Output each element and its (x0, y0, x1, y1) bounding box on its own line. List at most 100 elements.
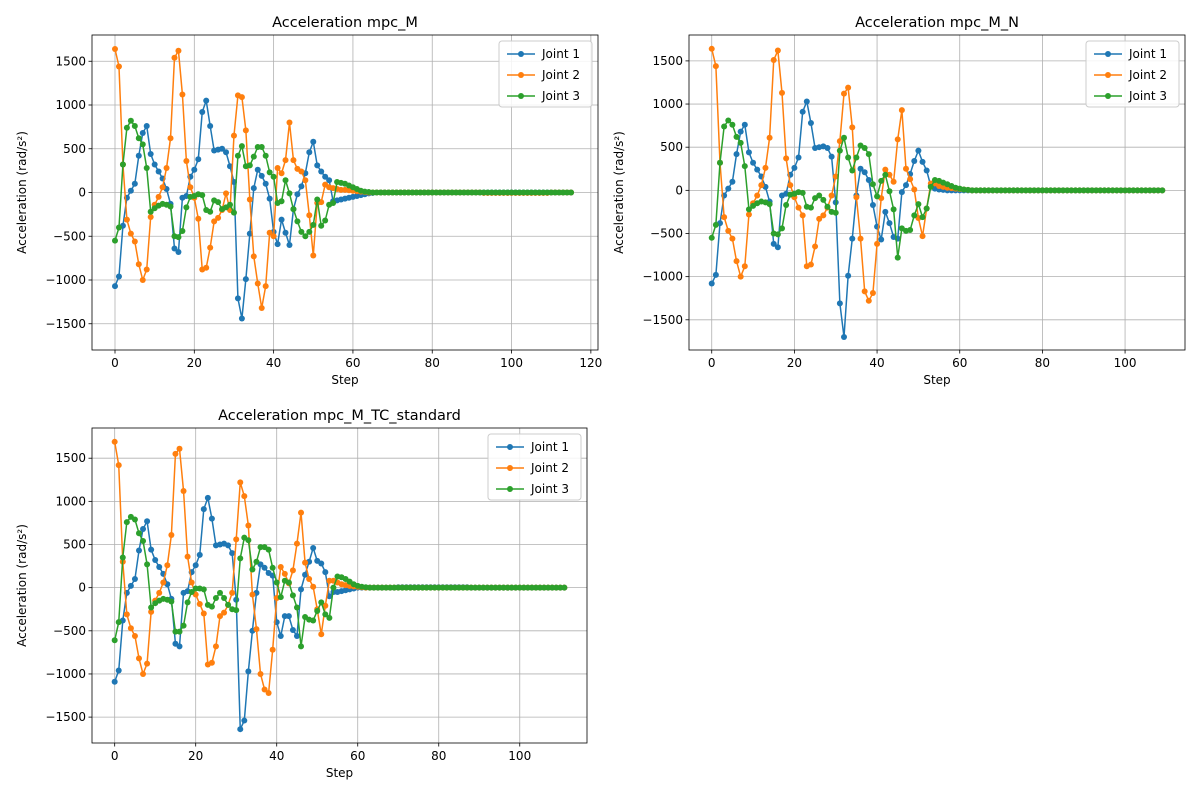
data-point (237, 555, 244, 562)
subplot-2: 0 20 40 60 80 100 −1500 −1000 −500 0 500 1000 1500 Ac… (612, 15, 1186, 387)
data-point (882, 171, 889, 178)
data-point (306, 212, 313, 219)
data-point (217, 613, 223, 620)
data-point (261, 686, 268, 693)
data-point (911, 212, 918, 219)
data-point (131, 123, 138, 129)
legend-label: Joint 2 (530, 461, 569, 475)
data-point (1101, 187, 1108, 194)
data-point (330, 584, 337, 591)
data-point (127, 117, 134, 124)
data-point (302, 559, 309, 566)
data-point (1047, 187, 1054, 194)
data-point (111, 438, 118, 445)
data-point (234, 152, 241, 159)
data-point (799, 212, 806, 219)
data-point (208, 659, 215, 666)
data-point (286, 190, 293, 197)
data-point (127, 582, 134, 589)
data-point (1109, 187, 1116, 194)
data-point (144, 561, 151, 568)
data-point (277, 594, 284, 601)
data-point (989, 187, 996, 194)
data-point (310, 617, 317, 624)
legend-label: Joint 2 (541, 68, 580, 82)
data-point (123, 519, 130, 526)
legend-marker (507, 465, 513, 471)
data-point (1002, 187, 1009, 194)
data-point (221, 609, 228, 616)
data-point (310, 221, 317, 228)
data-point (140, 538, 147, 545)
data-point (766, 134, 773, 141)
chart-title: Acceleration mpc_M (272, 15, 418, 31)
x-tick-label: 120 (579, 356, 602, 370)
data-point (254, 280, 261, 287)
data-point (915, 147, 922, 154)
data-point (845, 154, 852, 161)
data-point (783, 202, 790, 209)
data-point (135, 152, 142, 159)
data-point (237, 726, 244, 733)
data-point (208, 515, 215, 522)
data-point (289, 567, 296, 574)
data-point (869, 181, 876, 188)
data-point (148, 604, 155, 611)
legend-entry: Joint 3 (507, 89, 580, 103)
data-point (733, 258, 740, 265)
data-point (766, 201, 773, 208)
data-point (180, 488, 187, 494)
data-point (302, 177, 309, 184)
legend-entry: Joint 3 (496, 482, 569, 496)
data-point (853, 194, 860, 201)
data-point (168, 532, 175, 539)
data-point (175, 47, 182, 54)
chart-title: Acceleration mpc_M_N (855, 15, 1019, 31)
data-point (861, 169, 868, 176)
data-point (795, 204, 802, 211)
data-point (322, 217, 329, 224)
data-point (799, 108, 806, 115)
x-tick-label: 20 (188, 749, 203, 763)
data-point (322, 173, 329, 180)
data-point (278, 170, 285, 177)
data-point (191, 166, 198, 173)
data-point (212, 643, 219, 650)
data-point (277, 563, 284, 570)
data-point (824, 145, 831, 152)
data-point (249, 566, 256, 573)
data-point (807, 261, 814, 268)
legend-marker (507, 486, 513, 492)
data-point (155, 193, 162, 200)
y-tick-label: 0 (675, 183, 683, 197)
data-point (200, 586, 207, 593)
data-point (167, 203, 174, 210)
data-point (176, 643, 183, 650)
y-axis-label: Acceleration (rad/s²) (612, 131, 626, 254)
data-point (824, 203, 831, 210)
data-point (147, 151, 154, 157)
y-tick-label: 1500 (652, 54, 683, 68)
data-point (215, 199, 222, 206)
data-point (269, 646, 276, 653)
data-point (143, 123, 150, 129)
data-point (298, 586, 305, 593)
data-point (168, 598, 175, 605)
data-point (294, 218, 301, 225)
data-point (1031, 187, 1038, 194)
x-tick-label: 0 (111, 749, 119, 763)
data-point (163, 165, 170, 171)
data-point (993, 187, 1000, 194)
data-point (183, 158, 190, 164)
legend-label: Joint 1 (530, 440, 569, 454)
data-point (147, 214, 154, 220)
data-point (890, 206, 897, 213)
data-point (152, 557, 159, 564)
data-point (254, 166, 261, 173)
data-point (238, 94, 245, 101)
data-point (245, 537, 252, 544)
data-point (217, 589, 223, 596)
data-point (981, 187, 988, 194)
data-point (119, 161, 126, 168)
data-point (1126, 187, 1133, 194)
